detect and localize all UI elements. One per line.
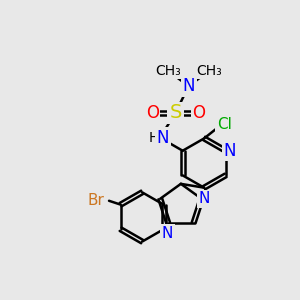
Text: N: N <box>198 191 209 206</box>
Text: O: O <box>192 104 205 122</box>
Text: S: S <box>169 103 182 122</box>
Text: Br: Br <box>87 193 104 208</box>
Text: N: N <box>157 129 169 147</box>
Text: H: H <box>148 130 159 145</box>
Text: N: N <box>162 226 173 241</box>
Text: N: N <box>223 142 236 160</box>
Text: Cl: Cl <box>217 117 232 132</box>
Text: O: O <box>146 104 159 122</box>
Text: N: N <box>182 77 195 95</box>
Text: CH₃: CH₃ <box>197 64 222 78</box>
Text: CH₃: CH₃ <box>155 64 181 78</box>
